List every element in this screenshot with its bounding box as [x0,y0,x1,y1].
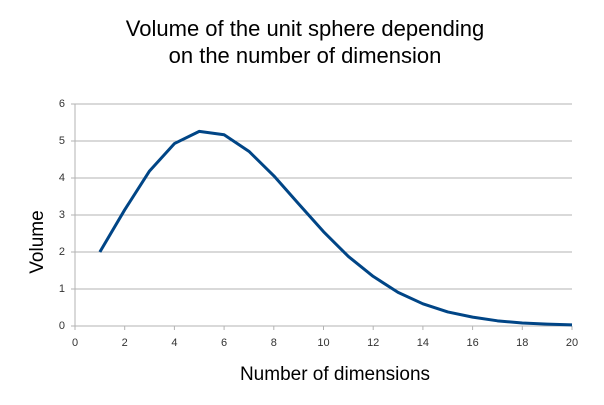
x-tick-label: 12 [367,337,379,349]
y-tick-label: 4 [59,172,65,184]
x-axis-title: Number of dimensions [240,364,430,385]
y-tick-label: 2 [59,246,65,258]
x-tick-label: 6 [221,337,227,349]
chart-title: on the number of dimension [169,43,442,68]
x-tick-label: 4 [171,337,177,349]
y-axis-title: Volume [27,210,48,273]
chart-title: Volume of the unit sphere depending [126,16,484,41]
x-tick-label: 14 [417,337,429,349]
x-tick-label: 18 [516,337,528,349]
x-tick-label: 0 [72,337,78,349]
x-tick-label: 20 [566,337,578,349]
y-tick-label: 6 [59,98,65,110]
x-tick-label: 2 [122,337,128,349]
data-line [98,129,573,327]
x-tick-label: 8 [271,337,277,349]
x-tick-label: 16 [466,337,478,349]
y-tick-label: 0 [59,320,65,332]
y-tick-label: 1 [59,283,65,295]
y-tick-label: 5 [59,135,65,147]
x-tick-label: 10 [317,337,329,349]
y-tick-label: 3 [59,209,65,221]
